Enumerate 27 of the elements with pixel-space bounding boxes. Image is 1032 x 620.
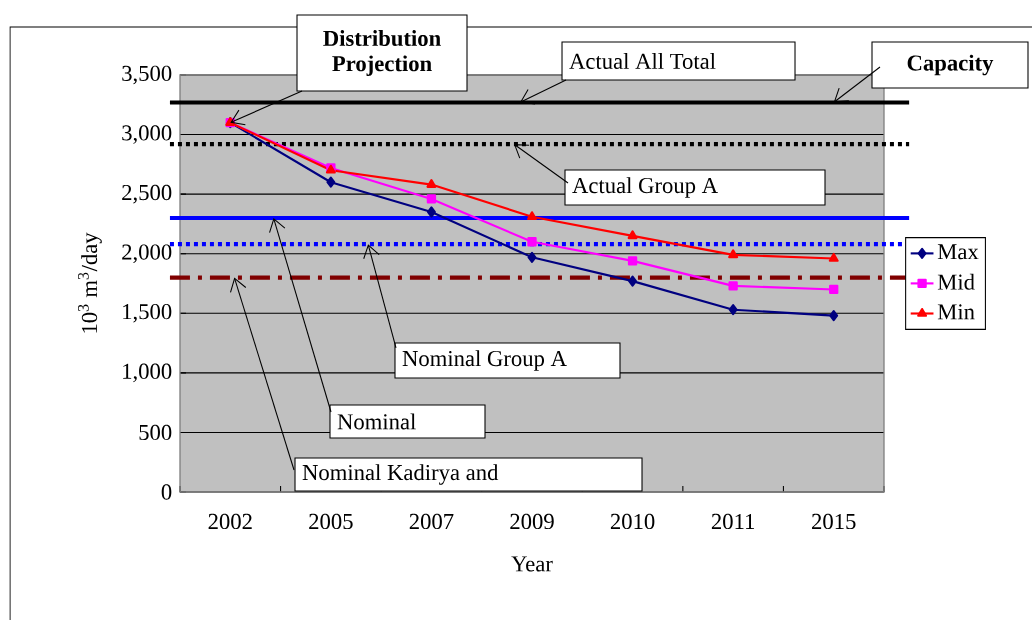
x-tick-label: 2015 bbox=[812, 513, 856, 530]
y-tick-label: 3,500 bbox=[122, 65, 172, 85]
ref-line-label: Nominal bbox=[337, 413, 416, 430]
x-tick-label: 2010 bbox=[610, 513, 655, 530]
y-tick-label: 0 bbox=[161, 484, 172, 500]
ref-line-label: Actual All Total bbox=[569, 53, 716, 69]
y-tick-label: 1,000 bbox=[123, 363, 172, 383]
legend-label: Min bbox=[937, 304, 975, 320]
ref-line-label: Actual Group A bbox=[572, 177, 718, 198]
annotation: Distribution Projection bbox=[323, 30, 441, 76]
x-tick-label: 2007 bbox=[409, 513, 454, 530]
ref-line-label: Nominal Kadirya and bbox=[302, 464, 499, 485]
legend-label: Mid bbox=[937, 273, 975, 290]
x-tick-label: 2005 bbox=[309, 513, 353, 530]
x-tick-label: 2011 bbox=[711, 513, 755, 530]
y-tick-label: 500 bbox=[139, 424, 172, 441]
legend-label: Max bbox=[937, 244, 979, 260]
y-tick-label: 1,500 bbox=[123, 303, 172, 323]
x-tick-label: 2002 bbox=[208, 513, 252, 530]
y-axis-title: 10$^{3}$ m$^{3}$/day bbox=[78, 232, 102, 333]
annotation: Capacity bbox=[907, 54, 994, 76]
y-tick-label: 2,500 bbox=[122, 184, 172, 204]
x-tick-label: 2009 bbox=[510, 513, 554, 530]
ref-line-label: Nominal Group A bbox=[402, 350, 567, 371]
y-tick-label: 3,000 bbox=[122, 125, 172, 144]
y-tick-label: 2,000 bbox=[122, 244, 172, 263]
x-axis-title: Year bbox=[511, 556, 553, 572]
